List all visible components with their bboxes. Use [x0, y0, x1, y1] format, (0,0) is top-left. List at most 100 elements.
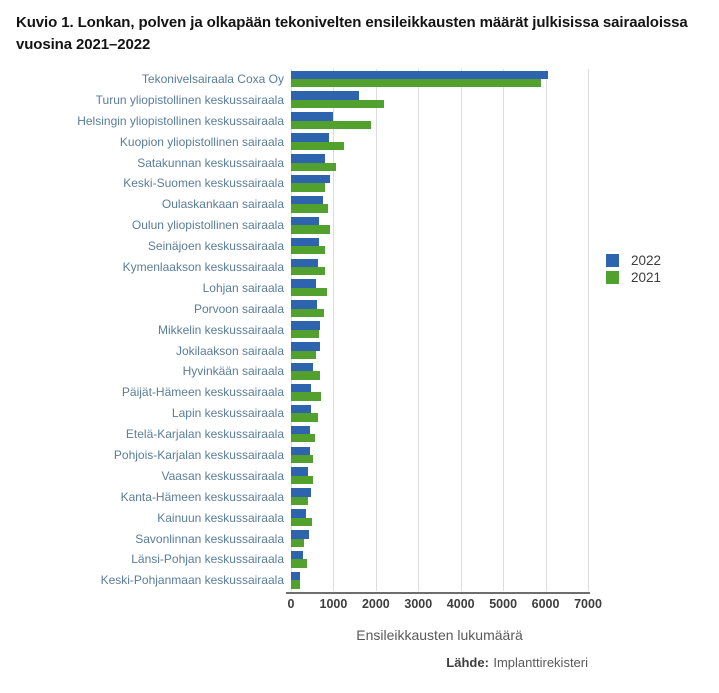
bar-group — [291, 382, 588, 403]
bar-group — [291, 69, 588, 90]
category-label: Pohjois-Karjalan keskussairaala — [113, 447, 284, 462]
bar-2022 — [291, 195, 323, 205]
bar-2021 — [291, 162, 336, 171]
chart-row: Lapin keskussairaala — [16, 403, 588, 424]
bar-group — [291, 319, 588, 340]
category-label: Keski-Pohjanmaan keskussairaala — [100, 573, 284, 588]
chart-row: Turun yliopistollinen keskussairaala — [16, 89, 588, 110]
bar-group — [291, 549, 588, 570]
bar-2021 — [291, 329, 319, 339]
bar-group — [291, 194, 588, 215]
bar-group — [291, 298, 588, 319]
bar-2022 — [291, 237, 319, 247]
bar-2022 — [291, 154, 325, 163]
chart-row: Jokilaakson sairaala — [16, 340, 588, 361]
category-label: Seinäjoen keskussairaala — [147, 239, 284, 254]
bar-group — [291, 236, 588, 257]
bar-2021 — [291, 308, 325, 318]
chart-row: Porvoon sairaala — [16, 298, 588, 319]
bar-2021 — [291, 538, 305, 547]
bar-2022 — [291, 425, 310, 435]
bar-group — [291, 340, 588, 361]
bar-2022 — [291, 383, 312, 393]
bar-2022 — [291, 530, 309, 539]
bar-2021 — [291, 204, 328, 213]
category-label: Tekonivelsairaala Coxa Oy — [141, 71, 284, 86]
chart-row: Kanta-Hämeen keskussairaala — [16, 486, 588, 507]
bar-2022 — [291, 112, 334, 121]
bar-2022 — [291, 91, 359, 100]
legend-item-2022: 2022 — [606, 252, 661, 269]
bar-group — [291, 110, 588, 131]
bar-2022 — [291, 175, 331, 184]
category-label: Oulun yliopistollinen sairaala — [131, 218, 284, 233]
page-title: Kuvio 1. Lonkan, polven ja olkapään teko… — [16, 14, 688, 53]
chart-row: Savonlinnan keskussairaala — [16, 528, 588, 549]
chart-row: Keski-Pohjanmaan keskussairaala — [16, 570, 588, 591]
bar-2022 — [291, 279, 316, 288]
x-tick-label: 5000 — [489, 596, 518, 611]
bar-2022 — [291, 70, 549, 79]
x-tick-label: 0 — [287, 596, 295, 611]
bar-2021 — [291, 475, 314, 485]
bar-group — [291, 173, 588, 194]
bar-2022 — [291, 363, 314, 372]
source-line: Lähde: Implanttirekisteri — [291, 654, 588, 672]
x-tick-label: 1000 — [319, 596, 348, 611]
category-label: Hyvinkään sairaala — [182, 364, 284, 379]
bar-2021 — [291, 99, 384, 109]
bar-group — [291, 570, 588, 591]
gridline-7000 — [588, 68, 589, 591]
bar-2021 — [291, 580, 301, 589]
legend-item-2021: 2021 — [606, 269, 661, 286]
bar-2021 — [291, 371, 320, 380]
bar-group — [291, 361, 588, 382]
bar-group — [291, 465, 588, 486]
bar-2022 — [291, 300, 317, 309]
category-label: Savonlinnan keskussairaala — [135, 531, 284, 546]
category-label: Satakunnan keskussairaala — [137, 155, 284, 170]
bar-2022 — [291, 571, 300, 581]
category-label: Kanta-Hämeen keskussairaala — [120, 489, 284, 504]
bar-2021 — [291, 496, 309, 506]
legend-label-2022: 2022 — [631, 252, 662, 268]
chart-legend: 2022 2021 — [606, 252, 661, 286]
category-label: Oulaskankaan sairaala — [161, 197, 284, 212]
bar-2022 — [291, 216, 319, 226]
chart-row: Kymenlaakson keskussairaala — [16, 257, 588, 278]
bar-2021 — [291, 350, 317, 359]
category-label: Lapin keskussairaala — [171, 406, 284, 421]
bar-group — [291, 424, 588, 445]
bar-2022 — [291, 509, 306, 518]
category-label: Kainuun keskussairaala — [157, 510, 284, 525]
legend-swatch-2022 — [606, 254, 619, 267]
category-label: Kymenlaakson keskussairaala — [122, 259, 284, 274]
bar-2021 — [291, 413, 319, 422]
bar-2022 — [291, 133, 330, 142]
chart-row: Oulaskankaan sairaala — [16, 194, 588, 215]
x-tick-label: 7000 — [574, 596, 602, 611]
chart-row: Etelä-Karjalan keskussairaala — [16, 424, 588, 445]
chart-row: Päijät-Hämeen keskussairaala — [16, 382, 588, 403]
bar-2021 — [291, 141, 344, 150]
source-value: Implanttirekisteri — [493, 654, 588, 670]
bar-2021 — [291, 183, 326, 192]
bar-2022 — [291, 342, 320, 351]
bar-2021 — [291, 392, 322, 401]
bar-2021 — [291, 434, 316, 443]
category-label: Helsingin yliopistollinen keskussairaala — [77, 113, 284, 128]
bar-2022 — [291, 404, 311, 414]
category-label: Etelä-Karjalan keskussairaala — [125, 427, 284, 442]
chart-row: Seinäjoen keskussairaala — [16, 236, 588, 257]
bar-group — [291, 403, 588, 424]
chart-row: Hyvinkään sairaala — [16, 361, 588, 382]
x-axis-line — [286, 591, 590, 594]
bar-2021 — [291, 287, 328, 297]
bar-group — [291, 152, 588, 173]
chart-row: Helsingin yliopistollinen keskussairaala — [16, 110, 588, 131]
chart-row: Satakunnan keskussairaala — [16, 152, 588, 173]
bar-group — [291, 215, 588, 236]
gridline-1000 — [333, 68, 335, 591]
x-tick-label: 6000 — [531, 596, 560, 611]
chart-row: Länsi-Pohjan keskussairaala — [16, 549, 588, 570]
